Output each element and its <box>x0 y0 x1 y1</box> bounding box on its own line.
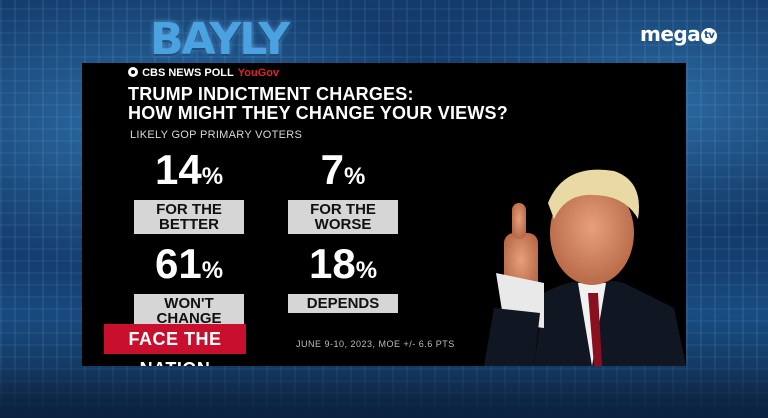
poll-graphic-panel: CBS NEWS POLL YouGov TRUMP INDICTMENT CHA… <box>82 63 686 366</box>
network-logo-badge: tv <box>701 28 718 44</box>
poll-title: TRUMP INDICTMENT CHARGES: HOW MIGHT THEY… <box>128 85 648 123</box>
poll-footnote: JUNE 9-10, 2023, MOE +/- 6.6 PTS <box>296 339 455 349</box>
studio-floor <box>0 363 768 418</box>
poll-subtitle: LIKELY GOP PRIMARY VOTERS <box>130 129 303 141</box>
show-logo: BAYLY <box>150 14 290 65</box>
stat-for-the-worse: 7% FOR THE WORSE <box>284 149 402 234</box>
face-the-nation-logo: FACE THE NATION <box>104 324 246 366</box>
politician-thumbs-up-photo <box>484 169 686 366</box>
stat-value: 14% <box>154 146 224 193</box>
poll-source-name: CBS NEWS POLL <box>142 67 234 79</box>
poll-source: CBS NEWS POLL YouGov <box>128 67 279 79</box>
network-logo: mega tv <box>640 22 718 46</box>
stat-value: 61% <box>154 240 224 287</box>
cbs-eye-icon <box>128 67 138 77</box>
stat-label: FOR THE BETTER <box>134 200 244 234</box>
stat-depends: 18% DEPENDS <box>284 243 402 313</box>
network-logo-text: mega <box>640 22 701 46</box>
poll-title-line-1: TRUMP INDICTMENT CHARGES: <box>128 84 414 104</box>
stat-value: 7% <box>320 146 366 193</box>
stat-wont-change: 61% WON'T CHANGE <box>130 243 248 328</box>
stat-label: FOR THE WORSE <box>288 200 398 234</box>
stat-for-the-better: 14% FOR THE BETTER <box>130 149 248 234</box>
poll-title-line-2: HOW MIGHT THEY CHANGE YOUR VIEWS? <box>128 103 508 123</box>
stat-label: WON'T CHANGE <box>134 294 244 328</box>
poll-partner: YouGov <box>237 67 280 79</box>
stat-value: 18% <box>308 240 378 287</box>
stat-label: DEPENDS <box>288 294 398 313</box>
